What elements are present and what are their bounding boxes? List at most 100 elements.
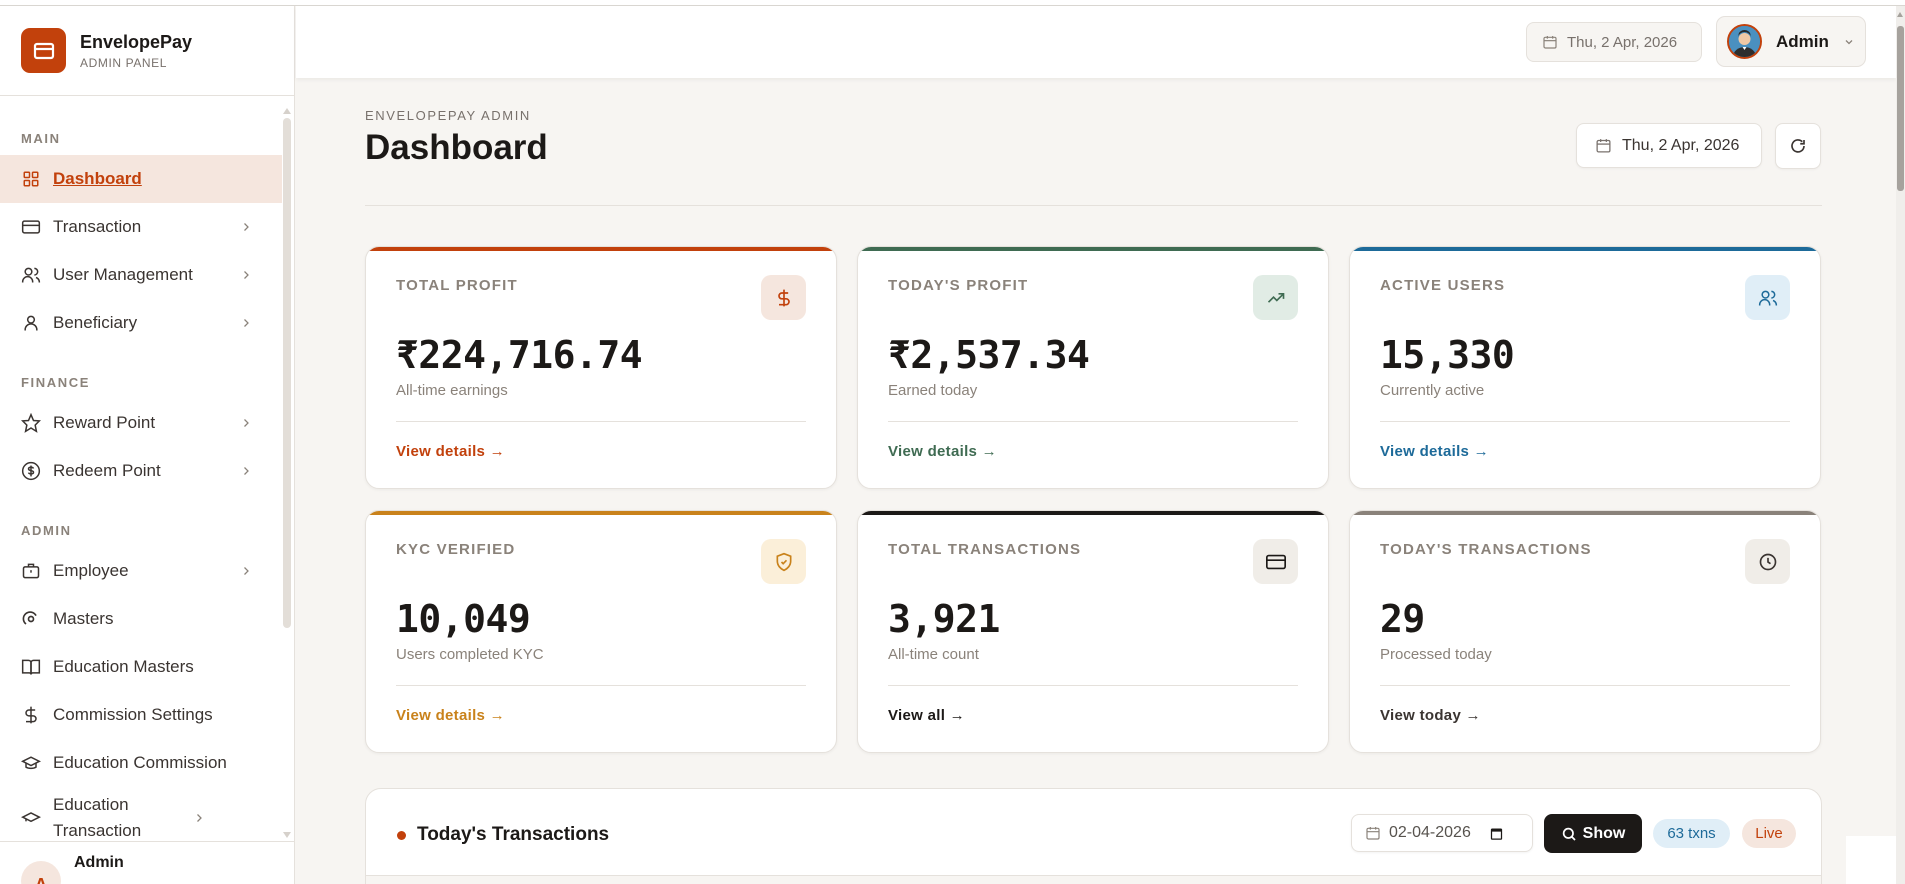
brand-logo-card-icon <box>21 28 66 73</box>
stat-cards: TOTAL PROFIT ₹224,716.74 All-time earnin… <box>365 246 1822 753</box>
sidebar-item-masters[interactable]: Masters <box>0 595 282 643</box>
refresh-icon <box>1791 139 1805 153</box>
sidebar-scrollbar[interactable] <box>283 108 291 838</box>
card-label: TODAY'S PROFIT <box>888 277 1029 294</box>
sidebar-item-beneficiary[interactable]: Beneficiary <box>0 299 282 347</box>
brand-name: EnvelopePay <box>80 31 193 52</box>
brand[interactable]: EnvelopePay ADMIN PANEL <box>0 6 294 96</box>
sidebar-item-education-transaction[interactable]: Education Transaction <box>0 787 282 847</box>
sidebar-item-reward-point[interactable]: Reward Point <box>0 399 282 447</box>
sidebar-item-label: Reward Point <box>53 413 156 432</box>
calendar-icon <box>1366 827 1380 840</box>
sidebar-item-label: Employee <box>53 561 129 580</box>
sidebar-item-label: Education Masters <box>53 657 194 676</box>
user-avatar-icon <box>1729 26 1760 57</box>
sidebar-item-label: Education Commission <box>53 753 227 772</box>
card-accent-bar <box>1350 247 1820 251</box>
card-divider <box>888 421 1298 422</box>
stat-card-todays-transactions: TODAY'S TRANSACTIONS 29 Processed today … <box>1349 510 1821 753</box>
stat-card-total-transactions: TOTAL TRANSACTIONS 3,921 All-time count … <box>857 510 1329 753</box>
user-menu-button[interactable]: Admin <box>1716 16 1866 67</box>
sidebar-item-label: Dashboard <box>53 169 142 188</box>
view-details-link[interactable]: View details → <box>1380 443 1489 460</box>
date-input[interactable]: 02-04-2026 <box>1351 814 1533 852</box>
chevron-right-icon <box>244 467 249 475</box>
calendar-picker-icon[interactable] <box>1489 826 1504 841</box>
graduation-cap-icon <box>21 753 41 773</box>
page-title: Dashboard <box>365 128 548 167</box>
card-accent-bar <box>366 511 836 515</box>
dollar-circle-icon <box>21 461 41 481</box>
sidebar-user[interactable]: A Admin <box>0 841 294 884</box>
date-input-value: 02-04-2026 <box>1389 824 1471 841</box>
search-icon <box>1562 827 1576 841</box>
chevron-down-icon <box>1845 39 1853 44</box>
card-subtitle: Currently active <box>1380 382 1485 399</box>
card-value: 15,330 <box>1380 333 1515 377</box>
page-scrollbar[interactable] <box>1896 6 1905 884</box>
card-accent-bar <box>1350 511 1820 515</box>
card-subtitle: Earned today <box>888 382 978 399</box>
sidebar-item-user-management[interactable]: User Management <box>0 251 282 299</box>
nav-section-finance: FINANCE <box>21 375 90 390</box>
chevron-right-icon <box>244 319 249 327</box>
refresh-button[interactable] <box>1775 123 1821 169</box>
card-subtitle: Users completed KYC <box>396 646 544 663</box>
show-button[interactable]: Show <box>1544 814 1642 853</box>
stat-card-kyc-verified: KYC VERIFIED 10,049 Users completed KYC … <box>365 510 837 753</box>
view-details-link[interactable]: View details → <box>396 443 505 460</box>
scroll-up-arrow-icon[interactable] <box>283 108 291 114</box>
card-divider <box>1380 421 1790 422</box>
sidebar: EnvelopePay ADMIN PANEL MAIN Dashboard T… <box>0 6 295 884</box>
card-subtitle: All-time earnings <box>396 382 508 399</box>
sidebar-item-transaction[interactable]: Transaction <box>0 203 282 251</box>
sidebar-item-label: Masters <box>53 609 114 628</box>
sidebar-item-commission-settings[interactable]: Commission Settings <box>0 691 282 739</box>
topbar-date: Thu, 2 Apr, 2026 <box>1526 22 1702 62</box>
view-today-link[interactable]: View today → <box>1380 707 1481 724</box>
star-icon <box>21 413 41 433</box>
sidebar-scrollbar-thumb[interactable] <box>283 118 291 628</box>
sidebar-item-redeem-point[interactable]: Redeem Point <box>0 447 282 495</box>
sidebar-item-label: User Management <box>53 265 193 284</box>
grid-icon <box>21 169 41 189</box>
sidebar-item-education-masters[interactable]: Education Masters <box>0 643 282 691</box>
stat-card-active-users: ACTIVE USERS 15,330 Currently active Vie… <box>1349 246 1821 489</box>
todays-transactions-panel: Today's Transactions 02-04-2026 Show 63 … <box>365 788 1822 884</box>
brand-subtitle: ADMIN PANEL <box>80 55 168 70</box>
chevron-right-icon <box>244 223 249 231</box>
card-value: 3,921 <box>888 597 1000 641</box>
card-value: 10,049 <box>396 597 531 641</box>
chevron-right-icon <box>244 271 249 279</box>
scroll-up-arrow-icon[interactable] <box>1897 12 1903 17</box>
users-icon <box>21 265 41 285</box>
card-accent-bar <box>858 511 1328 515</box>
user-icon <box>21 313 41 333</box>
sidebar-item-education-commission[interactable]: Education Commission <box>0 739 282 787</box>
show-button-label: Show <box>1582 824 1626 842</box>
avatar: A <box>21 861 61 884</box>
view-details-link[interactable]: View details → <box>396 707 505 724</box>
clock-icon <box>1745 539 1790 584</box>
sidebar-nav: MAIN Dashboard Transaction User Manageme… <box>0 97 282 847</box>
target-icon <box>21 609 41 629</box>
sidebar-item-label: Commission Settings <box>53 705 213 724</box>
sidebar-item-dashboard[interactable]: Dashboard <box>0 155 282 203</box>
topbar: Thu, 2 Apr, 2026 Admin <box>296 6 1896 78</box>
stat-card-todays-profit: TODAY'S PROFIT ₹2,537.34 Earned today Vi… <box>857 246 1329 489</box>
header-divider <box>365 205 1822 206</box>
book-icon <box>21 657 41 677</box>
view-details-link[interactable]: View details → <box>888 443 997 460</box>
page-scrollbar-thumb[interactable] <box>1897 26 1904 191</box>
graduation-cap-outline-icon <box>21 808 41 828</box>
view-all-link[interactable]: View all → <box>888 707 965 724</box>
credit-card-icon <box>1253 539 1298 584</box>
header-date-button[interactable]: Thu, 2 Apr, 2026 <box>1576 123 1762 168</box>
card-value: 29 <box>1380 597 1425 641</box>
credit-card-icon <box>21 217 41 237</box>
sidebar-item-label: Beneficiary <box>53 313 138 332</box>
scroll-down-arrow-icon[interactable] <box>283 832 291 838</box>
shield-check-icon <box>761 539 806 584</box>
table-header <box>366 876 1821 884</box>
sidebar-item-employee[interactable]: Employee <box>0 547 282 595</box>
